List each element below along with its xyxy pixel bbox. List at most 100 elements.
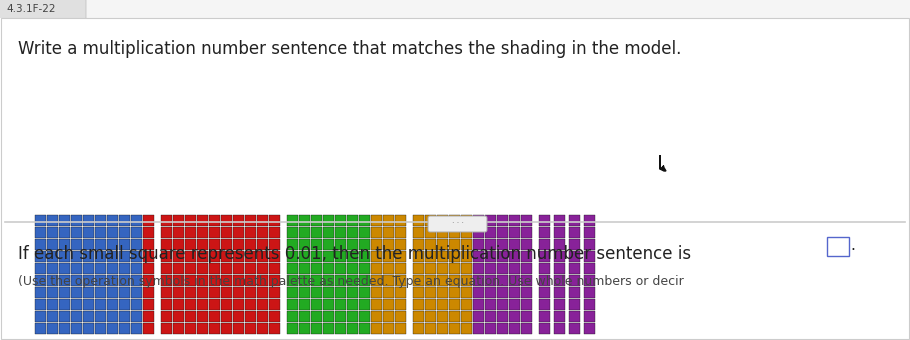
Bar [71, 227, 82, 238]
Bar [221, 287, 232, 298]
Bar [143, 227, 154, 238]
Bar [83, 299, 94, 310]
Bar [209, 227, 220, 238]
Bar [371, 299, 382, 310]
Bar [107, 251, 117, 262]
Bar [584, 311, 595, 322]
Bar [83, 287, 94, 298]
Bar [437, 215, 448, 226]
Bar [185, 227, 196, 238]
Bar [173, 251, 184, 262]
Bar [71, 299, 82, 310]
FancyBboxPatch shape [0, 0, 86, 19]
Bar [425, 239, 436, 250]
Bar [59, 275, 70, 286]
Bar [35, 215, 46, 226]
Bar [449, 227, 460, 238]
Bar [437, 311, 448, 322]
Bar [173, 311, 184, 322]
Bar [299, 323, 309, 334]
Bar [287, 323, 298, 334]
Bar [287, 299, 298, 310]
Bar [323, 323, 334, 334]
Bar [209, 299, 220, 310]
Bar [161, 251, 172, 262]
Bar [584, 263, 595, 274]
Bar [425, 287, 436, 298]
Bar [584, 287, 595, 298]
Bar [395, 227, 406, 238]
Bar [257, 323, 268, 334]
Bar [257, 311, 268, 322]
Bar [383, 251, 394, 262]
Bar [497, 251, 508, 262]
Bar [119, 323, 130, 334]
Bar [311, 287, 322, 298]
Bar [497, 299, 508, 310]
Bar [233, 311, 244, 322]
Bar [449, 239, 460, 250]
Bar [161, 227, 172, 238]
Bar [539, 251, 550, 262]
Bar [173, 239, 184, 250]
Bar [461, 287, 471, 298]
Bar [359, 275, 369, 286]
Bar [473, 239, 484, 250]
Bar [359, 299, 369, 310]
Bar [47, 227, 58, 238]
Bar [521, 299, 531, 310]
Bar [473, 287, 484, 298]
Bar [185, 263, 196, 274]
Bar [413, 251, 424, 262]
Bar [245, 275, 256, 286]
Bar [209, 263, 220, 274]
Bar [197, 263, 207, 274]
Bar [569, 227, 580, 238]
Bar [245, 323, 256, 334]
Bar [383, 215, 394, 226]
Bar [221, 215, 232, 226]
Bar [245, 263, 256, 274]
Bar [161, 287, 172, 298]
Bar [449, 323, 460, 334]
Bar [95, 263, 106, 274]
Bar [71, 263, 82, 274]
Bar [131, 215, 142, 226]
Bar [185, 287, 196, 298]
Bar [197, 275, 207, 286]
Bar [383, 311, 394, 322]
Bar [554, 215, 565, 226]
Bar [311, 251, 322, 262]
Bar [509, 299, 520, 310]
Bar [461, 239, 471, 250]
Bar [485, 239, 496, 250]
Bar [173, 275, 184, 286]
Bar [425, 311, 436, 322]
Bar [245, 299, 256, 310]
Bar [485, 287, 496, 298]
Bar [569, 263, 580, 274]
Bar [371, 323, 382, 334]
Bar [311, 299, 322, 310]
Bar [359, 287, 369, 298]
Bar [233, 287, 244, 298]
Bar [413, 311, 424, 322]
Bar [83, 263, 94, 274]
Bar [425, 323, 436, 334]
Bar [497, 263, 508, 274]
Bar [383, 239, 394, 250]
Bar [83, 311, 94, 322]
Bar [554, 299, 565, 310]
Bar [185, 311, 196, 322]
Bar [95, 251, 106, 262]
Bar [335, 287, 346, 298]
Bar [509, 263, 520, 274]
Bar [497, 275, 508, 286]
Bar [323, 287, 334, 298]
Bar [497, 215, 508, 226]
Bar [131, 323, 142, 334]
Bar [161, 323, 172, 334]
Bar [209, 287, 220, 298]
Bar [323, 251, 334, 262]
Bar [143, 215, 154, 226]
